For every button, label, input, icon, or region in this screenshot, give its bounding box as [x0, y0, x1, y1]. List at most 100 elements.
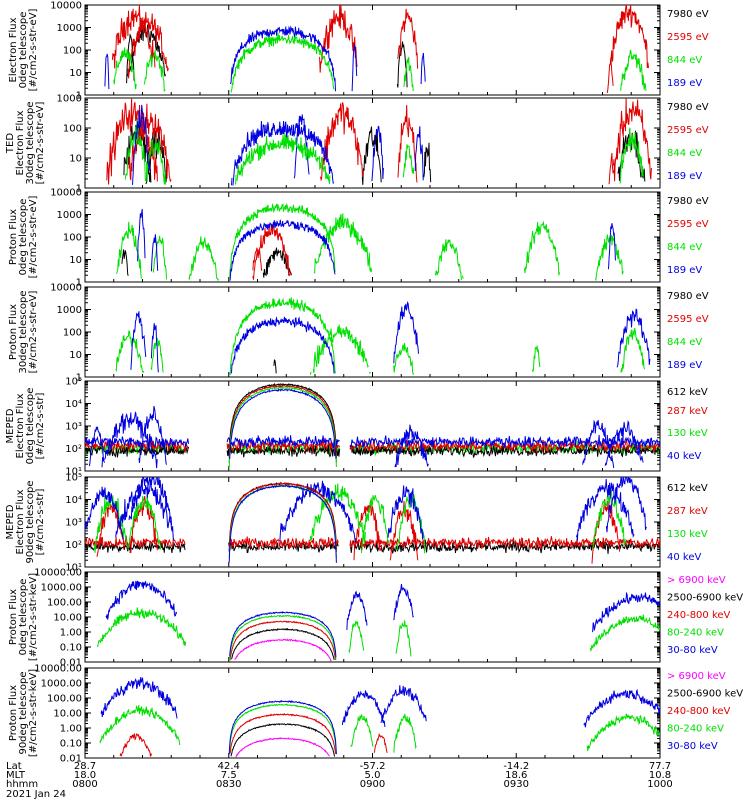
y-axis-label: Proton Flux	[8, 304, 19, 360]
series-line	[371, 125, 384, 182]
series-line	[262, 247, 292, 278]
series-line	[350, 714, 374, 748]
legend-entry: 80-240 keV	[667, 724, 724, 735]
panel-4: 1 10 100 1000 10000 Proton Flux 30deg telescop…	[8, 283, 709, 384]
series-marks	[115, 297, 651, 376]
series-line	[115, 479, 175, 540]
x-tick-label-lat: 28.7	[74, 761, 96, 772]
y-tick-label: 0.01	[60, 754, 82, 765]
series-line	[396, 41, 408, 88]
y-axis-label: 0deg telescope	[18, 199, 29, 276]
series-line	[591, 499, 621, 564]
legend-entry: 240-800 keV	[667, 706, 731, 717]
y-tick-label: 1000.00	[41, 583, 82, 594]
series-line	[88, 426, 105, 467]
series-marks	[85, 477, 660, 564]
panel-frame	[84, 380, 661, 472]
series-line	[393, 343, 414, 375]
panel-1: 1 10 100 1000 10000 Electron Flux 0deg telesco…	[8, 1, 709, 102]
y-tick-label: 10000	[50, 1, 82, 12]
series-line	[128, 103, 172, 182]
series-line	[617, 128, 646, 182]
series-line	[395, 620, 412, 657]
series-line	[111, 5, 156, 69]
series-line	[402, 144, 415, 178]
y-axis-label: 0deg telescope	[25, 388, 36, 465]
legend-entry: 189 eV	[667, 265, 702, 276]
legend-entry: 844 eV	[667, 337, 702, 348]
series-line	[229, 620, 336, 661]
x-tick-label-hhmm: 1000	[647, 779, 672, 790]
series-line	[420, 52, 426, 85]
series-line	[229, 388, 337, 460]
legend-entry: 2595 eV	[667, 219, 709, 230]
series-marks	[104, 5, 649, 93]
series-line	[393, 584, 414, 621]
x-tick-label-hhmm: 0800	[72, 779, 97, 790]
y-axis-label: [#/cm2-s-str]	[35, 488, 46, 555]
legend-entry: 612 keV	[667, 387, 708, 398]
series-line	[591, 489, 626, 549]
series-line	[319, 5, 358, 73]
x-row-label-hhmm: hhmm	[6, 779, 38, 790]
series-line	[130, 311, 147, 370]
series-line	[228, 536, 339, 550]
y-axis-label: Proton Flux	[8, 589, 19, 645]
series-line	[235, 174, 237, 185]
series-line	[85, 535, 186, 549]
x-tick-label-lat: -14.2	[503, 761, 529, 772]
legend-entry: > 6900 keV	[667, 575, 726, 586]
series-line	[389, 500, 419, 561]
y-tick-label: 10000	[50, 283, 82, 294]
y-axis-label: [#/cm2-s-str]	[35, 392, 46, 459]
series-line	[115, 330, 145, 373]
y-tick-label: 1000	[57, 23, 82, 34]
panel-2: 1 10 100 1000 TED Electron Flux 30deg telescop…	[5, 94, 709, 195]
panel-frame	[84, 4, 661, 96]
legend-entry: 7980 eV	[667, 9, 709, 20]
series-line	[583, 688, 660, 728]
y-axis-label: 90deg telescope	[18, 671, 29, 754]
series-line	[393, 300, 419, 364]
x-tick-label-lat: -57.2	[360, 761, 386, 772]
legend-entry: 7980 eV	[667, 196, 709, 207]
series-line	[313, 213, 373, 274]
y-tick-label: 10	[69, 255, 82, 266]
series-line	[127, 493, 162, 550]
y-tick-label: 1000	[57, 94, 82, 105]
y-tick-label: 100	[63, 124, 82, 135]
series-line	[414, 126, 424, 181]
x-tick-label-mlt: 5.0	[365, 770, 381, 781]
series-line	[143, 50, 166, 93]
series-line	[620, 49, 647, 91]
legend-entry: > 6900 keV	[667, 671, 726, 682]
panel-7: 0.01 0.10 1.00 10.00 100.00 1000.00 10000.00 Pr…	[8, 568, 743, 669]
legend-entry: 40 keV	[667, 451, 701, 462]
y-tick-label: 1	[76, 91, 82, 102]
series-line	[393, 713, 417, 753]
series-marks	[116, 202, 624, 282]
y-tick-label: 1.00	[60, 628, 82, 639]
panel-frame	[84, 571, 661, 663]
series-line	[146, 139, 166, 185]
legend-entry: 2500-6900 keV	[667, 689, 743, 700]
series-line	[104, 53, 110, 90]
series-line	[85, 541, 186, 554]
series-line	[312, 324, 369, 374]
y-tick-label: 10.00	[53, 613, 82, 624]
x-row-label-mlt: MLT	[6, 770, 26, 781]
series-line	[137, 208, 146, 262]
series-line	[85, 435, 189, 448]
series-line	[320, 101, 364, 182]
series-line	[150, 336, 164, 373]
y-tick-label: 1.00	[60, 724, 82, 735]
legend-entry: 612 keV	[667, 483, 708, 494]
legend-entry: 40 keV	[667, 552, 701, 563]
panel-5: 10¹ 10² 10³ 10⁴ 10⁵ MEPED Electron Flux 0deg te…	[5, 377, 708, 478]
series-line	[435, 239, 462, 281]
series-line	[113, 47, 137, 90]
series-line	[229, 297, 336, 376]
panel-frame	[84, 286, 661, 378]
y-tick-label: 10.00	[53, 709, 82, 720]
